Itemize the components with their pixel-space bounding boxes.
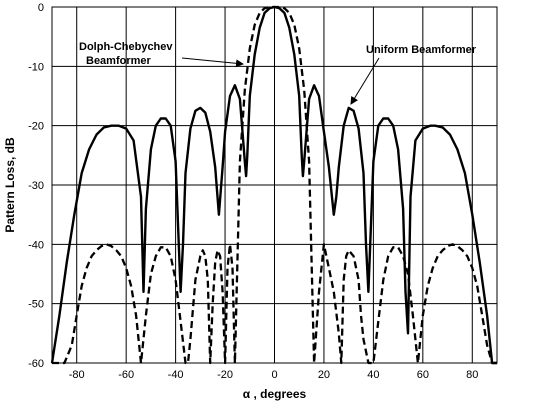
x-tick-label: -60 <box>118 369 134 381</box>
x-tick-label: 40 <box>367 369 379 381</box>
y-tick-label: -20 <box>28 121 44 133</box>
y-tick-label: -50 <box>28 299 44 311</box>
y-tick-label: -60 <box>28 358 44 370</box>
x-tick-label: -40 <box>168 369 184 381</box>
tick-labels: -80 -60 -40 -20 0 20 40 60 80 0 -10 -20 -30 -40 -50 -60 <box>28 2 478 381</box>
x-tick-label: 20 <box>318 369 330 381</box>
y-tick-label: -30 <box>28 180 44 192</box>
x-tick-label: 60 <box>417 369 429 381</box>
dolph-chebychev-series-line <box>52 5 497 365</box>
y-axis-label: Pattern Loss, dB <box>3 137 17 233</box>
y-tick-label: 0 <box>38 2 44 14</box>
uniform-annotation-line-1: Uniform Beamformer <box>366 44 477 56</box>
y-tick-label: -40 <box>28 239 44 251</box>
x-tick-label: -20 <box>217 369 233 381</box>
x-axis-label: α , degrees <box>243 387 307 401</box>
plot-frame <box>51 6 498 364</box>
dolph-annotation-arrow <box>181 57 244 68</box>
x-tick-label: 0 <box>271 369 277 381</box>
grid <box>52 6 497 364</box>
y-tick-label: -10 <box>28 61 44 73</box>
annotations: Dolph-Chebychev Beamformer Uniform Beamf… <box>79 41 477 105</box>
dolph-annotation-line-1: Dolph-Chebychev <box>79 41 173 53</box>
series-layer <box>50 5 497 365</box>
uniform-series-line <box>50 5 497 365</box>
x-tick-label: -80 <box>69 369 85 381</box>
x-tick-label: 80 <box>466 369 478 381</box>
dolph-annotation-line-2: Beamformer <box>86 55 152 67</box>
uniform-annotation-arrow <box>350 57 380 105</box>
